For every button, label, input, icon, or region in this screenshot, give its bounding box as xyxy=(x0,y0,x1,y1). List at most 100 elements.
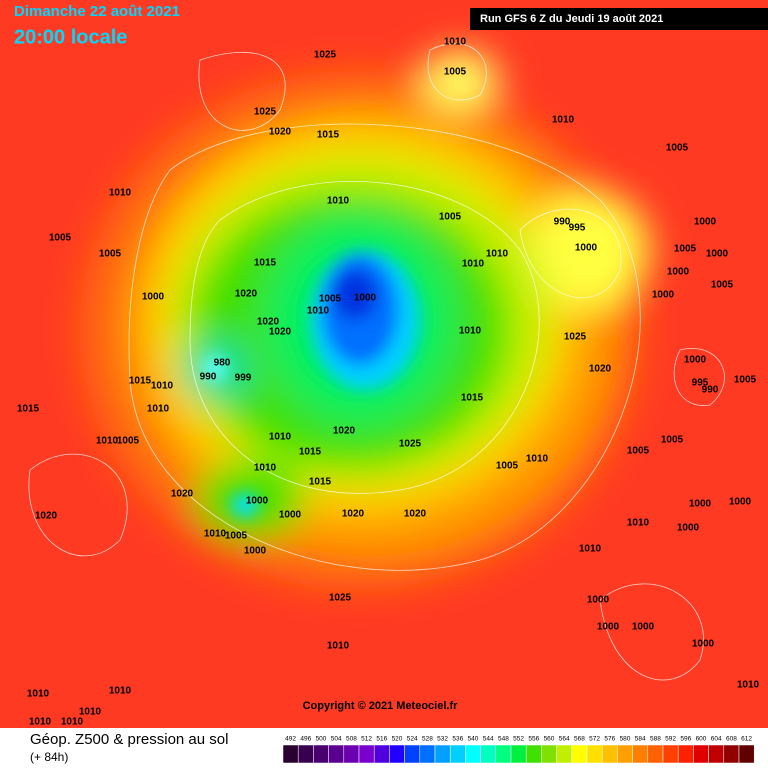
isobar-label: 1020 xyxy=(333,426,356,437)
isobar-label: 990 xyxy=(702,385,719,396)
isobar-label: 1005 xyxy=(666,143,689,154)
isobar-label: 1010 xyxy=(579,544,602,555)
isobar-label: 1020 xyxy=(35,511,58,522)
isobar-label: 1015 xyxy=(254,258,277,269)
legend-swatch xyxy=(525,744,542,764)
isobar-label: 995 xyxy=(569,223,586,234)
isobar-label: 1000 xyxy=(575,243,598,254)
isobar-label: 999 xyxy=(235,373,252,384)
isobar-label: 1005 xyxy=(444,67,467,78)
legend-swatch xyxy=(373,744,390,764)
isobar-label: 1000 xyxy=(597,622,620,633)
legend-value: 576 xyxy=(604,736,615,743)
isobar-label: 1005 xyxy=(225,531,248,542)
isobar-label: 1015 xyxy=(129,376,152,387)
legend-value: 536 xyxy=(452,736,463,743)
isobar-label: 1020 xyxy=(171,489,194,500)
isobar-label: 1010 xyxy=(327,641,350,652)
isobar-label: 1000 xyxy=(692,639,715,650)
legend-value: 508 xyxy=(346,736,357,743)
legend-value: 612 xyxy=(741,736,752,743)
isobar-label: 1015 xyxy=(17,404,40,415)
isobar-label: 1005 xyxy=(674,244,697,255)
isobar-label: 1005 xyxy=(439,212,462,223)
isobar-label: 1020 xyxy=(257,317,280,328)
isobar-label: 1010 xyxy=(459,326,482,337)
isobar-label: 1000 xyxy=(677,523,700,534)
legend-value: 588 xyxy=(650,736,661,743)
isobar-label: 1010 xyxy=(627,518,650,529)
legend-value: 604 xyxy=(711,736,722,743)
legend-value: 564 xyxy=(559,736,570,743)
legend-swatch xyxy=(647,744,664,764)
isobar-label: 1010 xyxy=(147,404,170,415)
isobar-label: 1010 xyxy=(462,259,485,270)
isobar-label: 1005 xyxy=(661,435,684,446)
isobar-label: 1005 xyxy=(734,375,757,386)
legend-swatch xyxy=(571,744,588,764)
field xyxy=(0,0,768,728)
isobar-label: 1025 xyxy=(254,107,277,118)
legend-swatch xyxy=(677,744,694,764)
isobar-label: 1015 xyxy=(299,447,322,458)
isobar-label: 1015 xyxy=(317,130,340,141)
isobar-label: 1025 xyxy=(329,593,352,604)
isobar-label: 1010 xyxy=(486,249,509,260)
legend-swatch xyxy=(328,744,345,764)
legend-swatch xyxy=(419,744,436,764)
isobar-label: 1020 xyxy=(235,289,258,300)
isobar-label: 1010 xyxy=(79,707,102,718)
isobar-label: 1000 xyxy=(244,546,267,557)
legend-value: 584 xyxy=(635,736,646,743)
isobar-label: 1000 xyxy=(689,499,712,510)
legend-swatch xyxy=(358,744,375,764)
isobar-label: 990 xyxy=(554,217,571,228)
isobar-label: 1005 xyxy=(99,249,122,260)
legend-value: 556 xyxy=(528,736,539,743)
isobar-label: 1000 xyxy=(667,267,690,278)
legend-value: 608 xyxy=(726,736,737,743)
isobar-label: 1025 xyxy=(399,439,422,450)
legend-swatch xyxy=(586,744,603,764)
isobar-label: 1015 xyxy=(309,477,332,488)
legend-swatch xyxy=(389,744,405,764)
isobar-label: 1010 xyxy=(61,717,84,728)
isobar-label: 1025 xyxy=(564,332,587,343)
footer-subtitle: (+ 84h) xyxy=(30,750,68,764)
isobar-label: 1000 xyxy=(279,510,302,521)
date: Dimanche 22 août 2021 xyxy=(14,3,180,20)
legend: 492 496 500 504 508 512 516 520 524 528 532 536 540 5… xyxy=(282,736,755,764)
run-info: Run GFS 6 Z du Jeudi 19 août 2021 xyxy=(480,13,663,25)
legend-value: 512 xyxy=(361,736,372,743)
isobar-label: 1010 xyxy=(444,37,467,48)
isobar-label: 990 xyxy=(200,372,217,383)
isobar-label: 1005 xyxy=(117,436,140,447)
isobar-label: 995 xyxy=(692,378,709,389)
isobar-label: 1005 xyxy=(496,461,519,472)
isobar-label: 1000 xyxy=(587,595,610,606)
legend-swatch xyxy=(480,744,497,764)
legend-swatch xyxy=(541,744,557,764)
isobar-label: 1010 xyxy=(269,432,292,443)
legend-swatch xyxy=(556,744,573,764)
isobar-label: 1000 xyxy=(246,496,269,507)
legend-value: 540 xyxy=(468,736,479,743)
legend-value: 600 xyxy=(696,736,707,743)
isobar-label: 1010 xyxy=(307,306,330,317)
isobar-label: 1010 xyxy=(204,529,227,540)
legend-swatch xyxy=(617,744,633,764)
isobar-label: 1015 xyxy=(461,393,484,404)
legend-swatch xyxy=(449,744,466,764)
isobar-label: 1000 xyxy=(354,293,377,304)
legend-swatch xyxy=(708,744,725,764)
isobar-label: 1010 xyxy=(254,463,277,474)
legend-value: 516 xyxy=(376,736,387,743)
isobar-label: 1010 xyxy=(109,686,132,697)
isobar-label: 1000 xyxy=(684,355,707,366)
legend-swatch xyxy=(313,744,329,764)
legend-swatch xyxy=(343,744,360,764)
time: 20:00 locale xyxy=(14,26,127,48)
legend-value: 544 xyxy=(483,736,494,743)
